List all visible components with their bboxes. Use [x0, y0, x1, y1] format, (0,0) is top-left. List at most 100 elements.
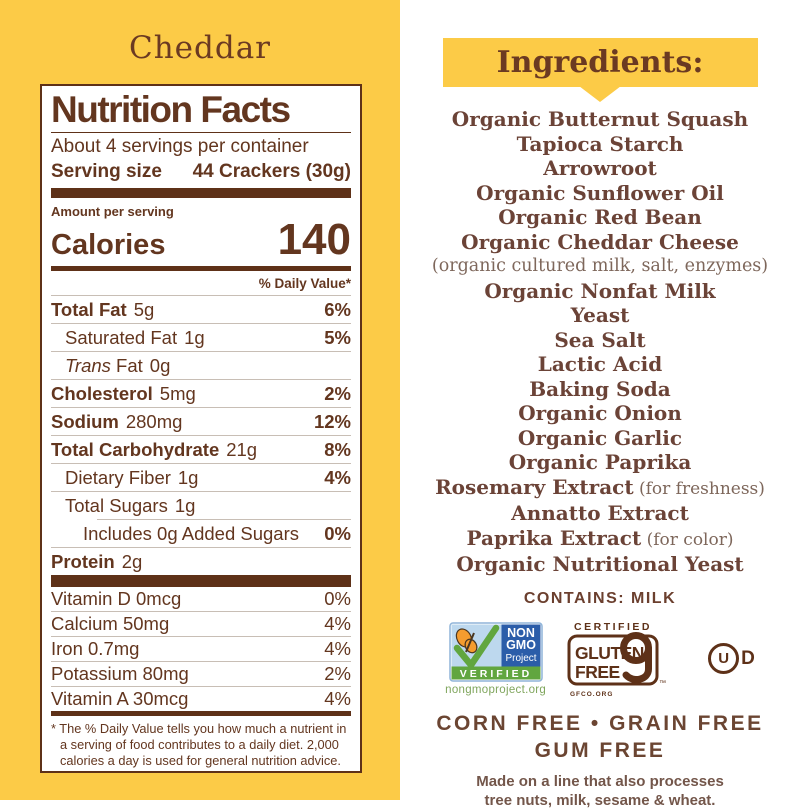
daily-value-footnote: * The % Daily Value tells you how much a…: [51, 721, 347, 769]
ingredients-title: Ingredients:: [496, 45, 704, 80]
butterfly-icon: [455, 627, 478, 653]
ingredient-item: Organic Nutritional Yeast: [456, 552, 744, 576]
kosher-ou-d-badge: U D: [708, 643, 755, 674]
claims-line-1: CORN FREE • GRAIN FREE: [436, 711, 764, 735]
ingredient-item: Organic Nonfat Milk: [484, 278, 716, 303]
ingredient-item: Organic Sunflower Oil: [476, 180, 724, 205]
divider: [51, 379, 351, 381]
svg-text:™: ™: [659, 680, 666, 687]
calories-row: Calories 140: [51, 215, 351, 265]
ingredient-item: Paprika Extract (for color): [466, 525, 734, 550]
nutrition-facts-panel: Nutrition Facts About 4 servings per con…: [40, 84, 362, 773]
ingredient-item: Lactic Acid: [537, 352, 663, 376]
thick-bar: [51, 188, 351, 199]
kosher-d-label: D: [741, 647, 755, 669]
thick-bar: [51, 575, 351, 588]
svg-text:VERIFIED: VERIFIED: [459, 668, 531, 680]
nutrient-row: Dietary Fiber 1g 4%: [65, 467, 351, 489]
ingredient-item: Baking Soda: [529, 376, 671, 401]
nutrient-row: Vitamin D 0mcg 0%: [51, 588, 351, 610]
serving-size-label: Serving size: [51, 161, 162, 183]
nutrient-row: Vitamin A 30mcg 4%: [51, 688, 351, 710]
servings-per-container: About 4 servings per container: [51, 136, 309, 158]
svg-text:CERTIFIED: CERTIFIED: [574, 621, 652, 633]
calories-label: Calories: [51, 229, 166, 262]
svg-text:GMO: GMO: [506, 638, 536, 652]
nutrient-rows: Total Fat 5g 6% Saturated Fat 1g 5% Trans Fat 0…: [51, 295, 351, 575]
micronutrient-rows: Vitamin D 0mcg 0% Calcium 50mg 4% Iron 0.7mg…: [51, 587, 351, 711]
allergen-line-2: tree nuts, milk, sesame & wheat.: [484, 791, 716, 809]
divider: [51, 611, 351, 613]
claims-line-2: GUM FREE: [534, 738, 666, 762]
nutrient-row: Total Fat 5g 6%: [51, 299, 351, 321]
divider: [51, 686, 351, 688]
nutrient-row: Includes 0g Added Sugars 0%: [83, 523, 351, 545]
divider: [51, 351, 351, 353]
ingredient-item: Annatto Extract: [511, 501, 689, 525]
serving-size-value: 44 Crackers (30g): [192, 161, 351, 183]
certification-badges: NON GMO Project VERIFIED nongmoproject.o…: [400, 620, 800, 698]
ingredient-item: Organic Garlic: [517, 425, 683, 450]
divider: [51, 435, 351, 437]
ingredient-item: Organic Paprika: [508, 450, 692, 474]
divider: [51, 463, 351, 465]
ingredient-item: Organic Onion: [518, 401, 682, 425]
gluten-free-badge: CERTIFIED GLUTEN FREE ™ GFCO.ORG: [567, 621, 666, 698]
ingredients-list: Organic Butternut Squash Tapioca Starch Ar…: [400, 107, 800, 577]
ingredients-panel: Ingredients: Organic Butternut Squash Tap…: [400, 0, 800, 809]
ingredients-banner: Ingredients:: [442, 38, 758, 102]
svg-text:GFCO.ORG: GFCO.ORG: [570, 691, 613, 698]
nutrient-row: Total Carbohydrate 21g 8%: [51, 439, 351, 461]
ingredient-item: Arrowroot: [543, 156, 657, 180]
ingredient-item: Yeast: [570, 303, 630, 327]
allergen-line-1: Made on a line that also processes: [476, 772, 724, 790]
ingredient-note: (for color): [641, 529, 734, 550]
divider: [51, 323, 351, 325]
nutrient-row: Iron 0.7mg 4%: [51, 638, 351, 660]
daily-value-header: % Daily Value*: [258, 276, 351, 292]
kosher-ou-icon: U: [708, 643, 740, 674]
banner-notch-icon: [579, 86, 621, 102]
nutrition-facts-title: Nutrition Facts: [51, 89, 291, 130]
divider: [51, 295, 351, 297]
nutrient-row: Total Sugars 1g: [65, 495, 196, 517]
ingredient-item: (organic cultured milk, salt, enzymes): [431, 256, 769, 276]
ingredient-item: Sea Salt: [554, 327, 646, 352]
divider: [51, 636, 351, 638]
flavor-title: Cheddar: [128, 30, 272, 66]
divider: [51, 491, 351, 493]
amount-per-serving-label: Amount per serving: [51, 204, 174, 220]
ingredient-item: Organic Cheddar Cheese: [461, 229, 739, 254]
ingredient-item: Rosemary Extract (for freshness): [435, 474, 765, 499]
divider: [51, 661, 351, 663]
divider: [51, 407, 351, 409]
nutrient-row: Calcium 50mg 4%: [51, 613, 351, 635]
ingredient-item: Organic Red Bean: [498, 205, 702, 229]
divider: [51, 547, 351, 549]
ingredient-item: Organic Butternut Squash: [451, 107, 749, 131]
calories-value: 140: [277, 215, 351, 265]
gluten-free-g-icon: [620, 631, 653, 683]
ingredient-item: Tapioca Starch: [516, 131, 684, 156]
svg-text:Project: Project: [505, 653, 536, 664]
serving-size-row: Serving size 44 Crackers (30g): [51, 159, 351, 185]
svg-text:NON: NON: [507, 626, 535, 640]
medium-bar: [51, 711, 351, 717]
divider: [51, 132, 351, 134]
contains-statement: CONTAINS: MILK: [523, 589, 677, 607]
non-gmo-logo-icon: NON GMO Project VERIFIED: [448, 621, 543, 682]
nutrient-row: Cholesterol 5mg 2%: [51, 383, 351, 405]
allergen-statement: Made on a line that also processes tree …: [400, 772, 800, 810]
divider: [97, 519, 351, 521]
check-grass-icon: [453, 624, 499, 668]
left-yellow-panel: Cheddar Nutrition Facts About 4 servings…: [0, 0, 400, 800]
non-gmo-url: nongmoproject.org: [445, 683, 547, 696]
nutrient-row: Protein 2g: [51, 551, 143, 573]
ingredient-note: (for freshness): [633, 478, 765, 499]
nutrient-row: Saturated Fat 1g 5%: [65, 327, 351, 349]
medium-bar: [51, 266, 351, 272]
non-gmo-verified-badge: NON GMO Project VERIFIED nongmoproject.o…: [445, 621, 547, 696]
svg-text:FREE: FREE: [575, 662, 620, 682]
nutrient-row: Trans Fat 0g: [65, 355, 171, 377]
free-from-claims: CORN FREE • GRAIN FREE GUM FREE: [400, 710, 800, 764]
